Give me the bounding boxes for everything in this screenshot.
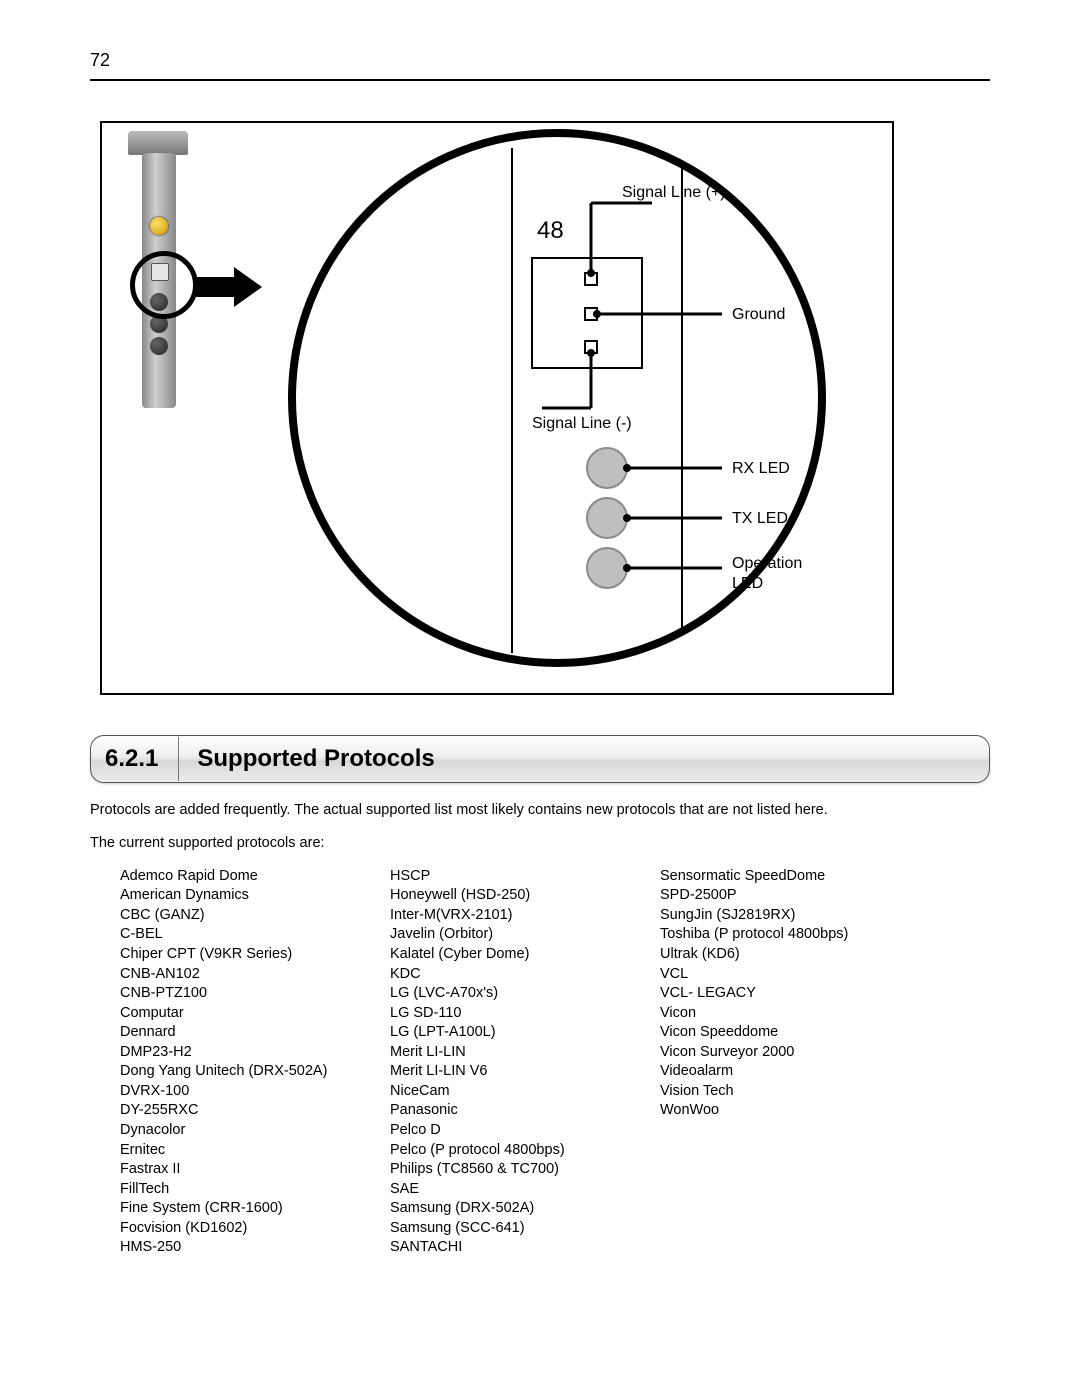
section-header: 6.2.1 Supported Protocols (90, 735, 990, 783)
protocol-item: Sensormatic SpeedDome (660, 867, 930, 887)
protocol-item: Ademco Rapid Dome (120, 867, 390, 887)
protocol-item: Pelco (P protocol 4800bps) (390, 1141, 660, 1161)
protocol-item: CBC (GANZ) (120, 906, 390, 926)
protocol-item: Javelin (Orbitor) (390, 925, 660, 945)
protocol-item: Merit LI-LIN (390, 1043, 660, 1063)
protocol-item: Vision Tech (660, 1082, 930, 1102)
connector-number-label: 48 (537, 217, 564, 244)
rx-led-icon (587, 448, 627, 488)
protocol-item: SungJin (SJ2819RX) (660, 906, 930, 926)
protocols-column-3: Sensormatic SpeedDomeSPD-2500PSungJin (S… (660, 867, 930, 1258)
protocol-item: Inter-M(VRX-2101) (390, 906, 660, 926)
operation-led-label-2: LED (732, 575, 763, 592)
protocol-item: Philips (TC8560 & TC700) (390, 1160, 660, 1180)
protocol-item: Dong Yang Unitech (DRX-502A) (120, 1062, 390, 1082)
signal-plus-label: Signal Line (+) (622, 184, 726, 201)
protocol-item: Vicon Speeddome (660, 1023, 930, 1043)
magnified-detail-diagram: 48 Signal Line (+) Ground Signal Line (-… (252, 123, 892, 693)
protocol-item: Ernitec (120, 1141, 390, 1161)
protocol-item: FillTech (120, 1180, 390, 1200)
protocol-item: Samsung (SCC-641) (390, 1219, 660, 1239)
callout-circle-icon (130, 251, 198, 319)
intro-paragraph-1: Protocols are added frequently. The actu… (90, 801, 990, 820)
protocols-column-1: Ademco Rapid DomeAmerican DynamicsCBC (G… (120, 867, 390, 1258)
protocol-item: LG SD-110 (390, 1004, 660, 1024)
section-number: 6.2.1 (91, 737, 179, 781)
protocol-item: Vicon Surveyor 2000 (660, 1043, 930, 1063)
protocol-item: KDC (390, 965, 660, 985)
protocol-item: DMP23-H2 (120, 1043, 390, 1063)
protocol-item: WonWoo (660, 1101, 930, 1121)
protocol-item: Toshiba (P protocol 4800bps) (660, 925, 930, 945)
ground-label: Ground (732, 306, 785, 323)
led-hole-icon (150, 337, 168, 355)
header-rule (90, 79, 990, 81)
tx-led-icon (587, 498, 627, 538)
protocols-list: Ademco Rapid DomeAmerican DynamicsCBC (G… (90, 867, 990, 1258)
protocol-item: DVRX-100 (120, 1082, 390, 1102)
protocol-item: Pelco D (390, 1121, 660, 1141)
protocol-item: Fine System (CRR-1600) (120, 1199, 390, 1219)
operation-led-icon (587, 548, 627, 588)
protocol-item: Samsung (DRX-502A) (390, 1199, 660, 1219)
rx-led-label: RX LED (732, 460, 790, 477)
section-title: Supported Protocols (179, 737, 434, 781)
protocol-item: VCL- LEGACY (660, 984, 930, 1004)
protocol-item: Honeywell (HSD-250) (390, 886, 660, 906)
protocol-item: DY-255RXC (120, 1101, 390, 1121)
tx-led-label: TX LED (732, 510, 788, 527)
protocol-item: Panasonic (390, 1101, 660, 1121)
protocol-item: SPD-2500P (660, 886, 930, 906)
rca-jack-icon (150, 217, 168, 235)
protocol-item: C-BEL (120, 925, 390, 945)
protocol-item: VCL (660, 965, 930, 985)
protocol-item: CNB-AN102 (120, 965, 390, 985)
page-number: 72 (90, 50, 990, 71)
protocol-item: SAE (390, 1180, 660, 1200)
protocol-item: Merit LI-LIN V6 (390, 1062, 660, 1082)
protocol-item: HSCP (390, 867, 660, 887)
protocol-item: CNB-PTZ100 (120, 984, 390, 1004)
protocol-item: Focvision (KD1602) (120, 1219, 390, 1239)
signal-minus-label: Signal Line (-) (532, 415, 632, 432)
protocol-item: Dynacolor (120, 1121, 390, 1141)
protocol-item: SANTACHI (390, 1238, 660, 1258)
protocol-item: Ultrak (KD6) (660, 945, 930, 965)
protocol-item: Kalatel (Cyber Dome) (390, 945, 660, 965)
protocol-item: Fastrax II (120, 1160, 390, 1180)
protocols-column-2: HSCPHoneywell (HSD-250)Inter-M(VRX-2101)… (390, 867, 660, 1258)
protocol-item: LG (LVC-A70x's) (390, 984, 660, 1004)
diagram-frame: 48 Signal Line (+) Ground Signal Line (-… (100, 121, 894, 695)
intro-paragraph-2: The current supported protocols are: (90, 834, 990, 853)
protocol-item: HMS-250 (120, 1238, 390, 1258)
protocol-item: Dennard (120, 1023, 390, 1043)
protocol-item: NiceCam (390, 1082, 660, 1102)
protocol-item: Vicon (660, 1004, 930, 1024)
protocol-item: Videoalarm (660, 1062, 930, 1082)
protocol-item: Chiper CPT (V9KR Series) (120, 945, 390, 965)
protocol-item: Computar (120, 1004, 390, 1024)
protocol-item: LG (LPT-A100L) (390, 1023, 660, 1043)
document-page: 72 48 (0, 0, 1080, 1318)
operation-led-label-1: Operation (732, 555, 802, 572)
protocol-item: American Dynamics (120, 886, 390, 906)
